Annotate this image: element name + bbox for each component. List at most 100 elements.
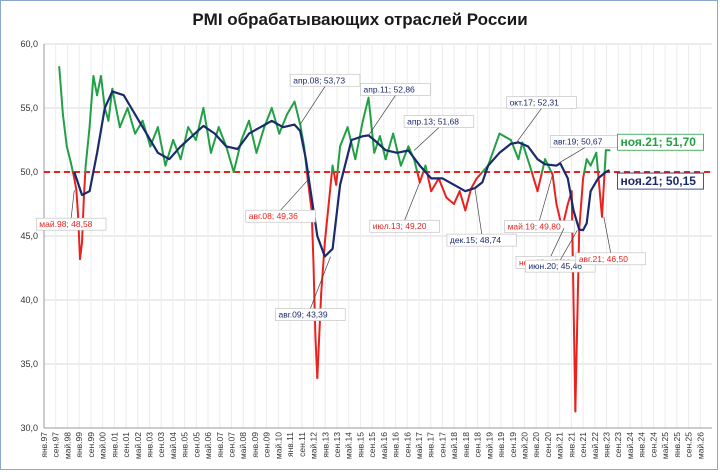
pmi-segment [551, 173, 558, 205]
pmi-segment [582, 171, 586, 180]
pmi-segment [430, 177, 440, 193]
pmi-segment [312, 260, 317, 340]
x-tick-label: сен.21 [578, 432, 588, 458]
pmi-segment [209, 126, 220, 154]
trend-line [73, 90, 611, 258]
annotation-label: ноя.21; 51,70 [621, 135, 697, 149]
pmi-segment [583, 158, 588, 173]
pmi-segment [536, 171, 544, 193]
annotation-leader [550, 228, 565, 257]
pmi-segment [475, 171, 484, 180]
pmi-segment [603, 149, 607, 173]
x-tick-label: янв.13 [320, 432, 330, 458]
annotation-box [446, 233, 517, 247]
pmi-segment [487, 132, 501, 167]
x-tick-label: май.06 [203, 432, 213, 459]
pmi-segment [373, 135, 381, 154]
x-tick-label: янв.18 [461, 432, 471, 458]
x-tick-label: сен.17 [437, 432, 447, 458]
pmi-segment [320, 241, 326, 295]
annotation-box [403, 115, 475, 128]
pmi-segment [367, 96, 376, 154]
pmi-segment [354, 119, 364, 161]
pmi-segment [517, 141, 524, 161]
x-tick-label: сен.03 [156, 432, 166, 458]
annotation-label: окт.17; 52,31 [510, 97, 560, 107]
pmi-segment [225, 145, 235, 173]
x-tick-label: сен.05 [191, 432, 201, 458]
x-tick-label: май.08 [238, 432, 248, 459]
pmi-segment [306, 178, 313, 212]
pmi-segment [413, 158, 419, 173]
pmi-segment [73, 177, 78, 191]
pmi-segment [71, 171, 76, 180]
pmi-segment [61, 113, 68, 148]
chart-title: PMI обрабатывающих отраслей России [192, 10, 528, 29]
pmi-segment [530, 171, 539, 193]
annotation-box [369, 219, 440, 233]
pmi-segment [424, 164, 428, 173]
annotation-box [360, 83, 431, 96]
annotation-leader [539, 174, 553, 221]
x-tick-label: янв.03 [144, 432, 154, 458]
pmi-segment [327, 171, 333, 205]
x-tick-label: сен.13 [332, 432, 342, 458]
x-tick-label: май.17 [414, 432, 424, 459]
x-tick-label: май.26 [695, 432, 705, 459]
pmi-segment [470, 177, 478, 190]
pmi-segment [458, 190, 467, 212]
pmi-segment [99, 75, 106, 109]
y-tick-label: 55,0 [20, 103, 38, 113]
pmi-segment [331, 164, 335, 173]
annotation-leader [558, 147, 586, 164]
x-tick-label: май.12 [309, 432, 319, 459]
pmi-segment [217, 126, 228, 148]
x-tick-label: май.02 [133, 432, 143, 459]
annotation-box [289, 73, 361, 87]
x-tick-label: сен.23 [613, 432, 623, 458]
pmi-segment [600, 171, 606, 218]
x-tick-label: янв.25 [672, 432, 682, 458]
annotation-label: ноя.21; 50,15 [621, 174, 697, 188]
pmi-segment [202, 107, 212, 154]
pmi-segment [118, 107, 129, 129]
pmi-segment [58, 66, 64, 116]
annotation-leader [413, 127, 440, 151]
x-tick-label: сен.24 [648, 432, 658, 458]
annotation-label: апр.08; 53,73 [293, 75, 345, 85]
pmi-segment [585, 158, 592, 167]
pmi-segment [316, 292, 323, 380]
pmi-segment [194, 107, 205, 141]
annotation-box [245, 209, 316, 223]
annotation-leader [474, 188, 483, 235]
x-tick-label: янв.07 [215, 432, 225, 458]
annotation-label: авг.21; 46,50 [579, 254, 628, 264]
annotation-leader [299, 86, 326, 125]
x-tick-label: янв.97 [39, 432, 49, 458]
x-tick-label: май.24 [625, 432, 635, 459]
pmi-segment [247, 119, 258, 154]
annotation-label: дек.15; 48,74 [450, 235, 501, 245]
x-tick-label: сен.09 [262, 432, 272, 458]
annotation-box [35, 217, 107, 231]
pmi-segment [270, 107, 281, 135]
annotation-label: май.19; 49,80 [508, 222, 561, 232]
x-tick-label: сен.11 [297, 432, 307, 457]
x-tick-label: янв.09 [250, 432, 260, 458]
pmi-segment [339, 126, 349, 148]
pmi-segment [65, 145, 72, 163]
pmi-segment [255, 126, 266, 154]
annotation-box [575, 252, 646, 266]
annotation-leader [70, 190, 75, 219]
x-tick-label: сен.19 [508, 432, 518, 458]
x-tick-label: май.16 [379, 432, 389, 459]
x-tick-label: янв.16 [391, 432, 401, 458]
pmi-segment [335, 171, 339, 186]
x-tick-label: янв.99 [74, 432, 84, 458]
pmi-segment [69, 160, 74, 173]
x-tick-label: сен.15 [367, 432, 377, 458]
pmi-segment [78, 241, 84, 261]
y-tick-label: 40,0 [20, 295, 38, 305]
annotation-label: авг.08; 49,36 [249, 211, 298, 221]
